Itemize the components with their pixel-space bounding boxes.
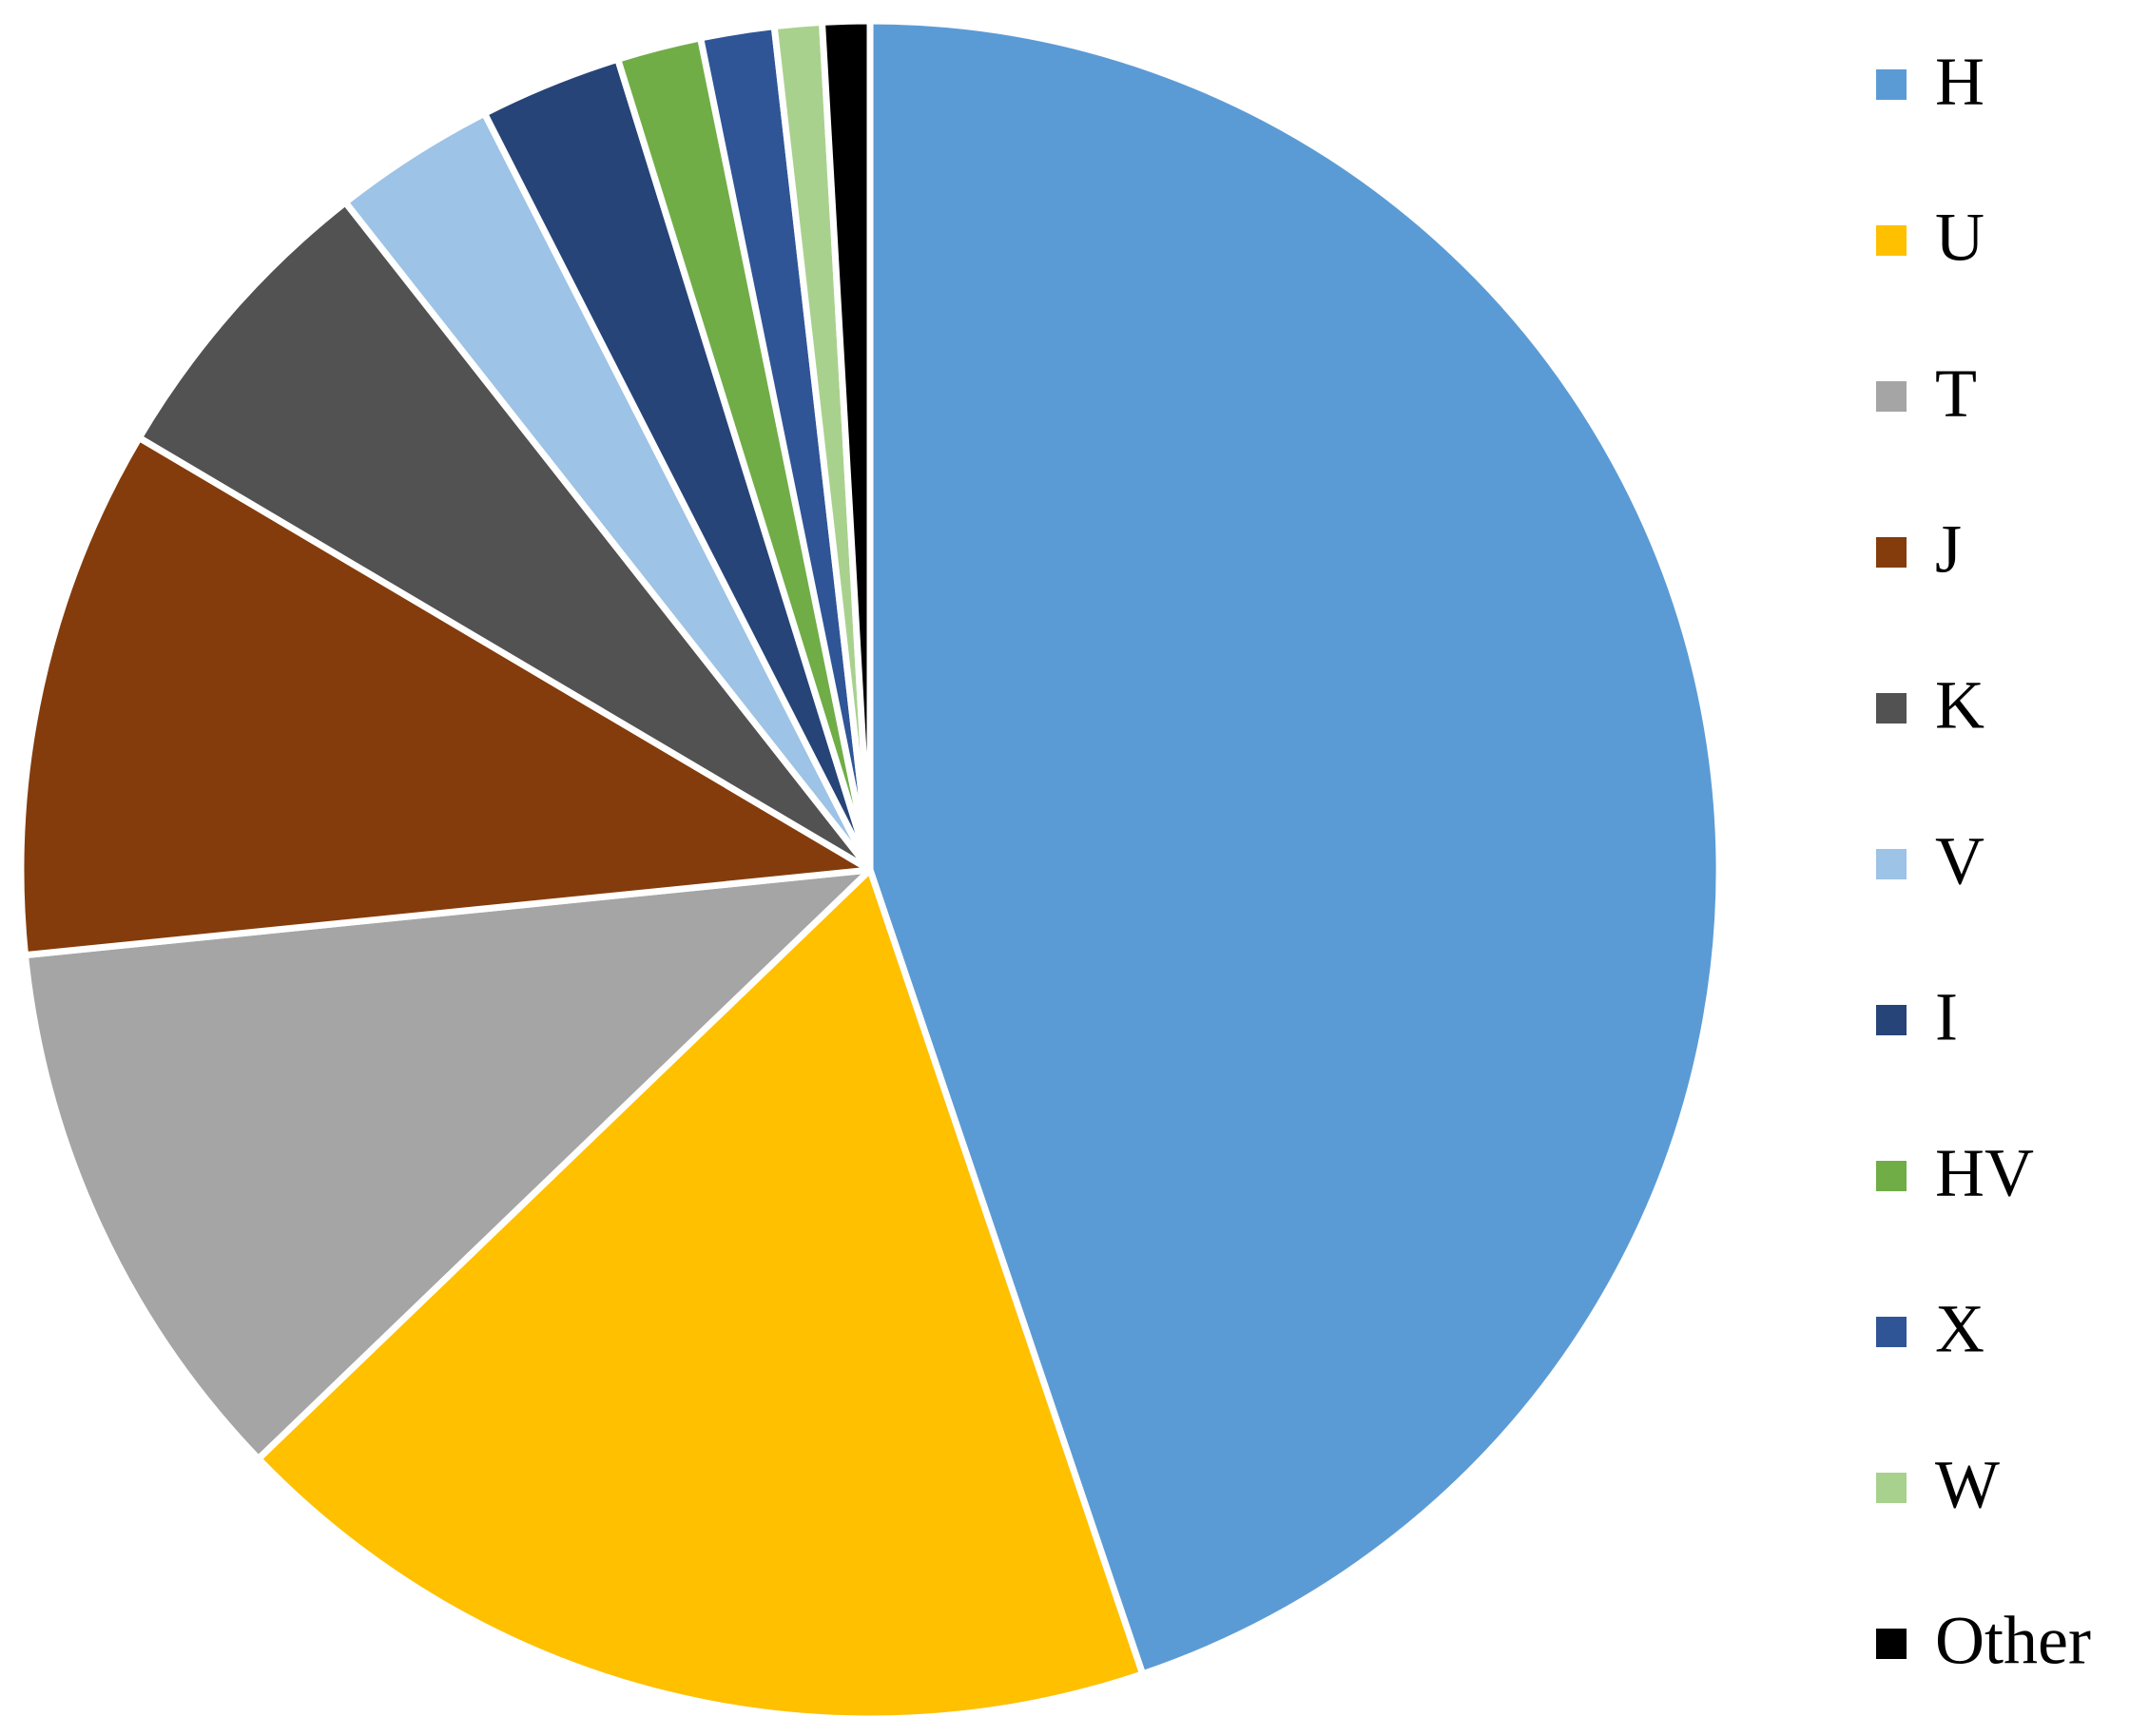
legend-swatch: [1876, 225, 1907, 256]
legend-label: T: [1935, 356, 1977, 432]
pie-slice: [255, 866, 1147, 1723]
legend-swatch: [1876, 537, 1907, 568]
legend-swatch: [1876, 1473, 1907, 1503]
legend-label: K: [1935, 667, 1984, 743]
pie-slice: [17, 434, 874, 959]
legend-swatch: [1876, 1161, 1907, 1191]
legend-label: HV: [1935, 1135, 2034, 1211]
legend-swatch: [1876, 693, 1907, 723]
pie-slice: [22, 866, 874, 1462]
legend-label: U: [1935, 200, 1984, 276]
legend-swatch: [1876, 1005, 1907, 1035]
legend-label: X: [1935, 1291, 1984, 1367]
pie-slice: [135, 199, 874, 874]
legend-swatch: [1876, 1317, 1907, 1347]
legend-swatch: [1876, 1629, 1907, 1659]
legend-label: W: [1935, 1447, 2000, 1523]
legend-label: V: [1935, 823, 1984, 899]
legend-label: Other: [1935, 1603, 2091, 1679]
legend-swatch: [1876, 381, 1907, 412]
legend-label: I: [1935, 979, 1958, 1055]
legend-label: J: [1935, 511, 1962, 588]
legend-label: H: [1935, 44, 1984, 120]
legend-swatch: [1876, 849, 1907, 879]
legend-swatch: [1876, 69, 1907, 100]
pie-slice: [819, 17, 874, 874]
pie-slice: [866, 17, 1723, 1678]
